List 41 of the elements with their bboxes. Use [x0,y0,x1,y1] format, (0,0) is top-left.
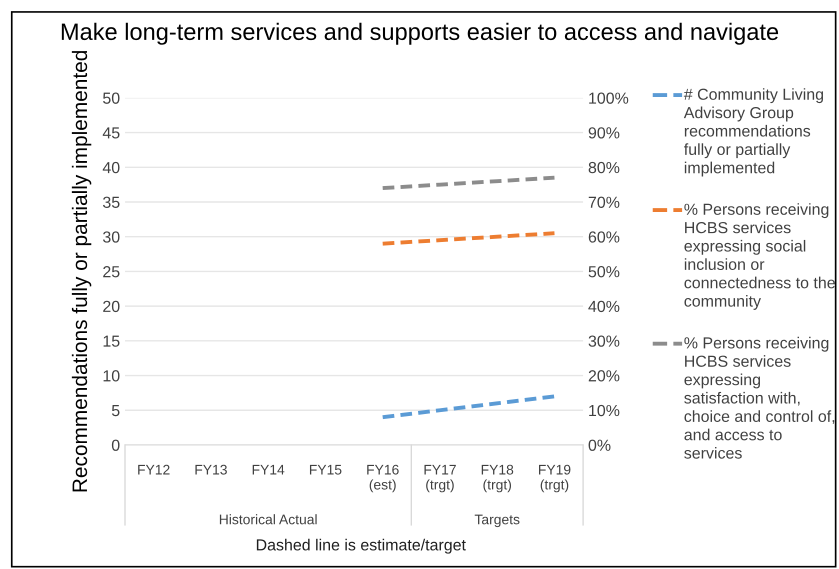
y-tick-label: 35 [102,196,120,208]
text: Targets [474,514,520,528]
y2-tick-label: 0% [588,440,610,451]
line-series [380,394,556,420]
legend-label: # Community Living Advisory Group recommendations fully or partially implemented [684,88,824,177]
y2-tick-label: 80% [588,162,620,174]
y2-tick-label: 10% [589,404,620,416]
y2-tick-label: 60% [588,231,620,243]
y2-tick-label: 100% [589,92,628,104]
y2-tick-label: 20% [588,370,620,382]
y-tick-label: 45 [102,127,120,139]
y-tick-label: 20 [103,300,120,312]
y2-tick-label: 40% [588,300,620,312]
line-series [380,231,556,246]
y-tick-label: 30 [102,231,120,243]
x-tick-label: FY13 [195,464,227,475]
y-tick-label: 15 [104,336,120,347]
line-series [380,176,556,190]
x-tick-label: FY16 (est) [367,464,399,492]
text: Historical Actual [220,514,317,524]
x-tick-label: FY17 (trgt) [424,464,456,492]
y-tick-label: 40 [102,162,120,174]
chart-title: Make long-term services and supports easier to access and navigate [62,22,778,45]
y2-tick-label: 70% [588,196,620,208]
y-axis-title: Recommendations fully or partially implemented [72,51,92,492]
x-tick-label: FY12 [138,464,170,474]
y-tick-label: 5 [112,405,120,416]
y-tick-label: 25 [103,266,120,278]
y2-tick-label: 90% [588,127,620,139]
text: Dashed line is estimate/target [256,538,466,554]
legend-label: % Persons receiving HCBS services expressing social inclusion or connectedness to the community [684,203,835,310]
y2-tick-label: 50% [588,266,620,278]
y-tick-label: 50 [103,92,120,104]
x-tick-label: FY18 (trgt) [482,464,514,492]
x-tick-label: FY19 (trgt) [539,464,570,492]
x-tick-label: FY14 [252,464,284,474]
y-tick-label: 0 [112,440,120,451]
y2-tick-label: 30% [588,335,620,347]
x-tick-label: FY15 [310,464,342,475]
y-tick-label: 10 [104,370,120,382]
legend-label: % Persons receiving HCBS services expressing satisfaction with, choice and control of, and access to services [684,336,834,459]
